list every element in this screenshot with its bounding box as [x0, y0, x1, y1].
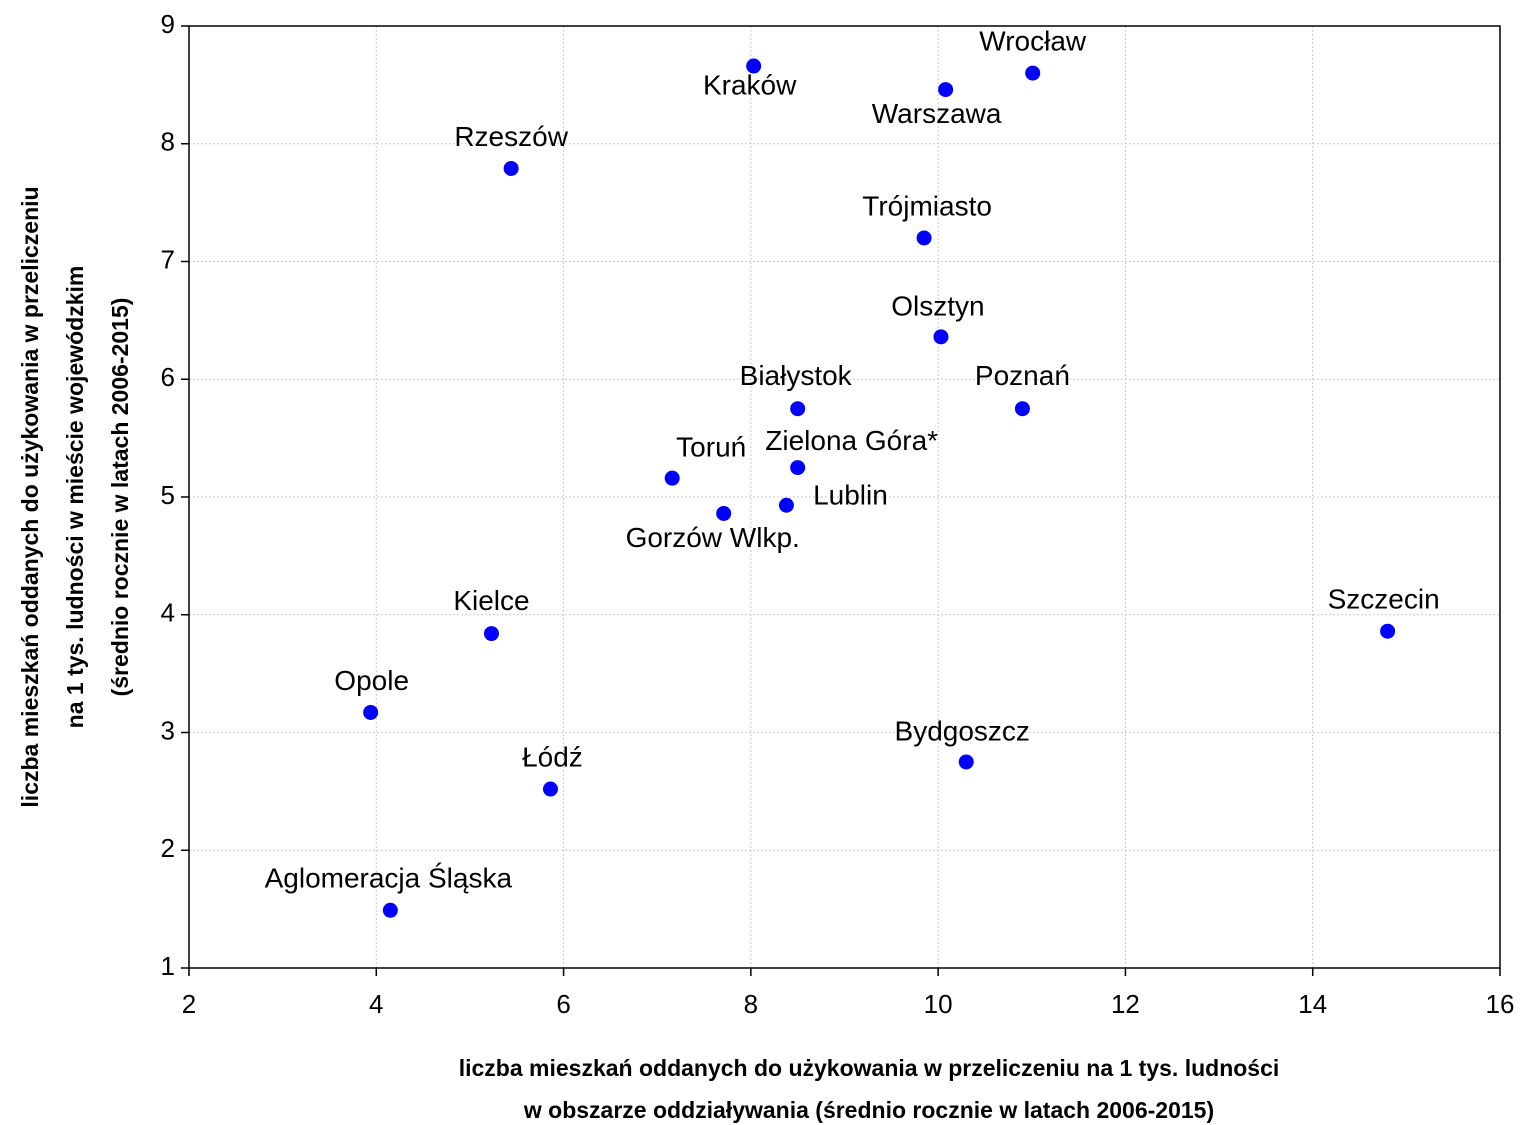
point: [916, 230, 932, 246]
point: [933, 329, 949, 345]
x-tick-label: 14: [1298, 989, 1327, 1019]
point: [363, 704, 379, 720]
point: [778, 497, 794, 513]
x-tick-label: 4: [369, 989, 383, 1019]
point: [382, 902, 398, 918]
point: [1014, 401, 1030, 417]
y-tick-label: 5: [161, 480, 175, 510]
x-tick-label: 16: [1486, 989, 1515, 1019]
point-label: Olsztyn: [891, 290, 984, 321]
point: [542, 781, 558, 797]
point-label: Zielona Góra*: [765, 425, 938, 456]
x-tick-label: 10: [924, 989, 953, 1019]
x-tick-label: 12: [1111, 989, 1140, 1019]
point: [503, 160, 519, 176]
point-label: Kraków: [703, 69, 797, 100]
y-axis-title: (średnio rocznie w latach 2006-2015): [107, 298, 133, 697]
y-tick-label: 6: [161, 362, 175, 392]
point-label: Warszawa: [872, 98, 1002, 129]
point-label: Toruń: [676, 432, 746, 463]
point-label: Wrocław: [979, 25, 1087, 56]
point-label: Bydgoszcz: [895, 715, 1030, 746]
x-axis-title: w obszarze oddziaływania (średnio roczni…: [523, 1097, 1214, 1123]
point-label: Aglomeracja Śląska: [265, 862, 513, 894]
y-tick-label: 4: [161, 598, 175, 628]
y-tick-label: 2: [161, 833, 175, 863]
point-label: Opole: [334, 665, 409, 696]
y-axis-title: na 1 tys. ludności w mieście wojewódzkim: [62, 266, 88, 729]
point-label: Białystok: [740, 360, 853, 391]
x-axis-title: liczba mieszkań oddanych do użykowania w…: [459, 1055, 1280, 1081]
point: [716, 505, 732, 521]
plot-frame: [188, 25, 1501, 969]
x-tick-label: 8: [744, 989, 758, 1019]
point: [664, 470, 680, 486]
y-tick-label: 7: [161, 244, 175, 274]
point: [938, 82, 954, 98]
point-label: Łódź: [522, 741, 583, 772]
y-tick-label: 1: [161, 951, 175, 981]
point-label: Gorzów Wlkp.: [626, 522, 800, 553]
point: [483, 626, 499, 642]
x-tick-label: 2: [182, 989, 196, 1019]
point-label: Kielce: [453, 585, 529, 616]
point-label: Rzeszów: [454, 121, 568, 152]
point: [1380, 623, 1396, 639]
y-tick-label: 8: [161, 127, 175, 157]
point: [790, 401, 806, 417]
point: [790, 460, 806, 476]
y-tick-label: 3: [161, 715, 175, 745]
point: [746, 58, 762, 74]
point-label: Poznań: [975, 360, 1070, 391]
point-label: Szczecin: [1328, 584, 1440, 615]
x-tick-label: 6: [556, 989, 570, 1019]
point: [958, 754, 974, 770]
point-label: Lublin: [813, 480, 888, 511]
point: [1025, 65, 1041, 81]
y-tick-label: 9: [161, 9, 175, 39]
point-label: Trójmiasto: [862, 190, 992, 221]
y-axis-title: liczba mieszkań oddanych do użykowania w…: [17, 186, 43, 807]
